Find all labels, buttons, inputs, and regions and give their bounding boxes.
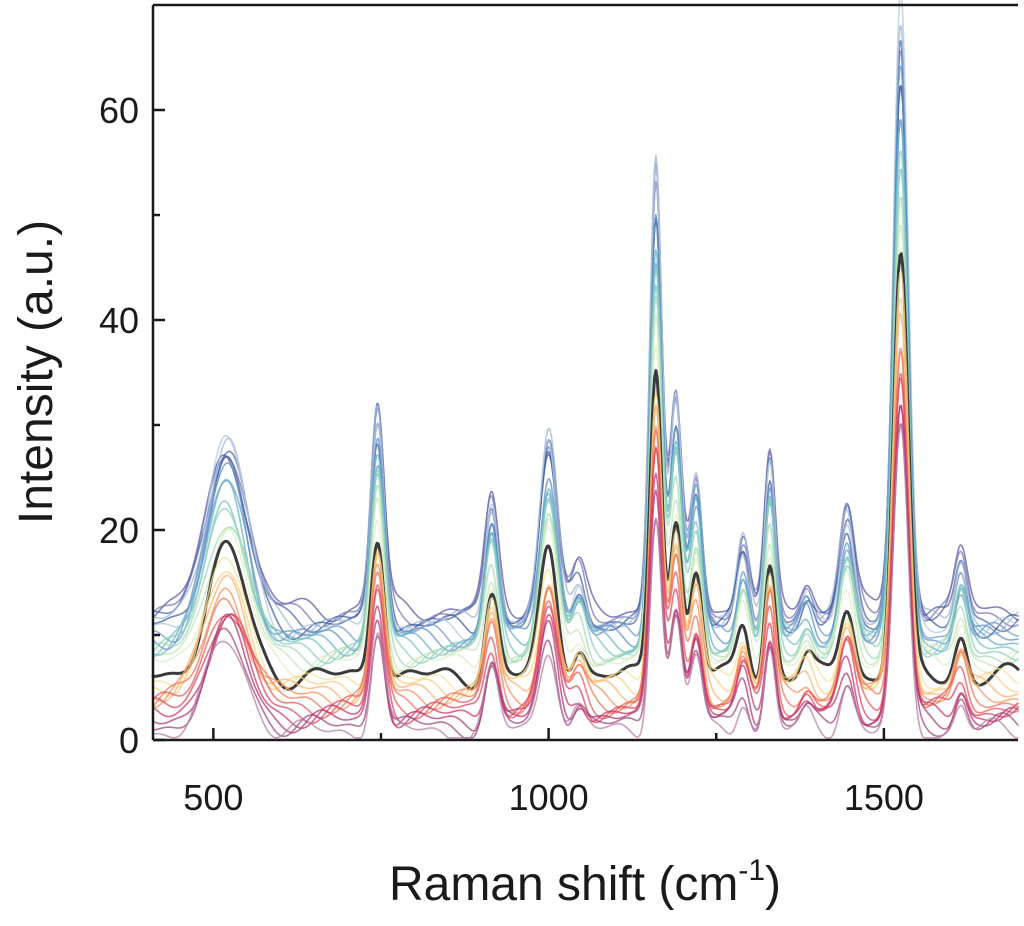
spectrum-line-3 [152, 40, 1019, 634]
spectrum-line-1 [152, 85, 1019, 623]
spectrum-line-17 [152, 297, 1019, 701]
spectrum-line-12 [152, 196, 1019, 669]
y-axis-title: Intensity (a.u.) [10, 220, 63, 524]
spectrum-line-19 [152, 347, 1019, 711]
y-tick-label-20: 20 [99, 510, 139, 551]
y-tick-label-0: 0 [119, 720, 139, 761]
spectrum-line-22 [152, 377, 1019, 725]
spectrum-line-13 [152, 224, 1019, 673]
x-tick-label-500: 500 [183, 777, 243, 818]
ticks-layer: 500 1000 1500 0 20 40 60 [99, 90, 924, 818]
spectrum-line-21 [152, 373, 1019, 720]
x-tick-label-1500: 1500 [844, 777, 924, 818]
x-axis-title: Raman shift (cm-1) [389, 854, 781, 911]
y-tick-label-40: 40 [99, 300, 139, 341]
spectrum-line-25 [152, 423, 1019, 739]
spectrum-line-20 [152, 351, 1019, 715]
x-axis-title-main: Raman shift (cm [389, 858, 738, 911]
x-axis-title-superscript: -1 [738, 854, 765, 887]
spectrum-line-10 [152, 168, 1019, 660]
axes-layer [151, 3, 1018, 742]
spectrum-line-11 [152, 150, 1019, 665]
spectrum-line-26 [152, 425, 1019, 739]
spectrum-line-2 [152, 50, 1019, 628]
x-axis-title-close: ) [765, 858, 781, 911]
series-layer [151, 0, 1020, 739]
y-tick-label-60: 60 [99, 90, 139, 131]
x-tick-label-1000: 1000 [509, 777, 589, 818]
